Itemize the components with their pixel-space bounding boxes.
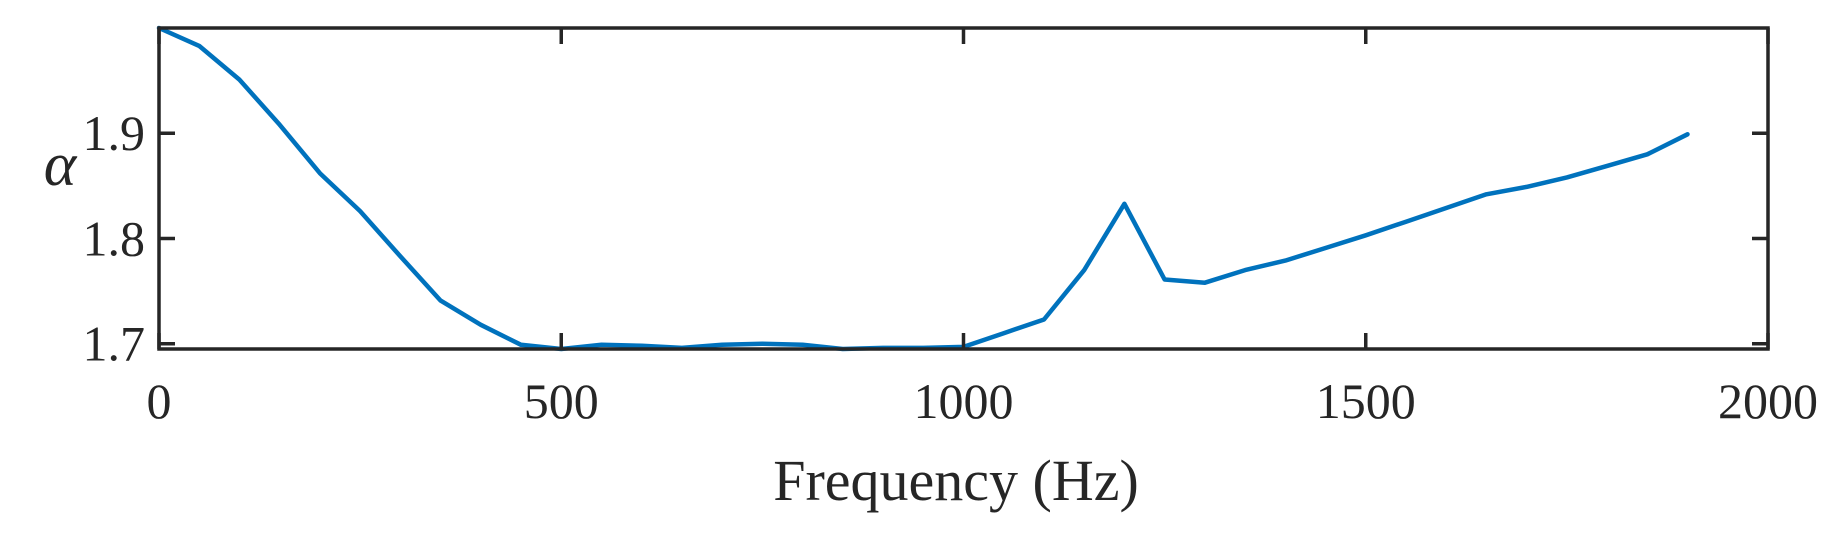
y-tick-label: 1.7 xyxy=(83,316,146,372)
y-axis-label: α xyxy=(44,131,78,199)
x-tick-label: 2000 xyxy=(1718,373,1818,429)
x-tick-label: 1000 xyxy=(914,373,1014,429)
y-tick-label: 1.9 xyxy=(83,105,146,161)
plot-area xyxy=(159,28,1768,349)
x-tick-label: 500 xyxy=(524,373,599,429)
x-tick-label: 1500 xyxy=(1316,373,1416,429)
x-tick-label: 0 xyxy=(147,373,172,429)
ticks-layer: 0 500 1000 1500 2000 1.7 1.8 1.9 xyxy=(83,28,1818,429)
x-axis-label: Frequency (Hz) xyxy=(773,448,1139,513)
plot-background xyxy=(159,28,1768,349)
y-tick-label: 1.8 xyxy=(83,210,146,266)
